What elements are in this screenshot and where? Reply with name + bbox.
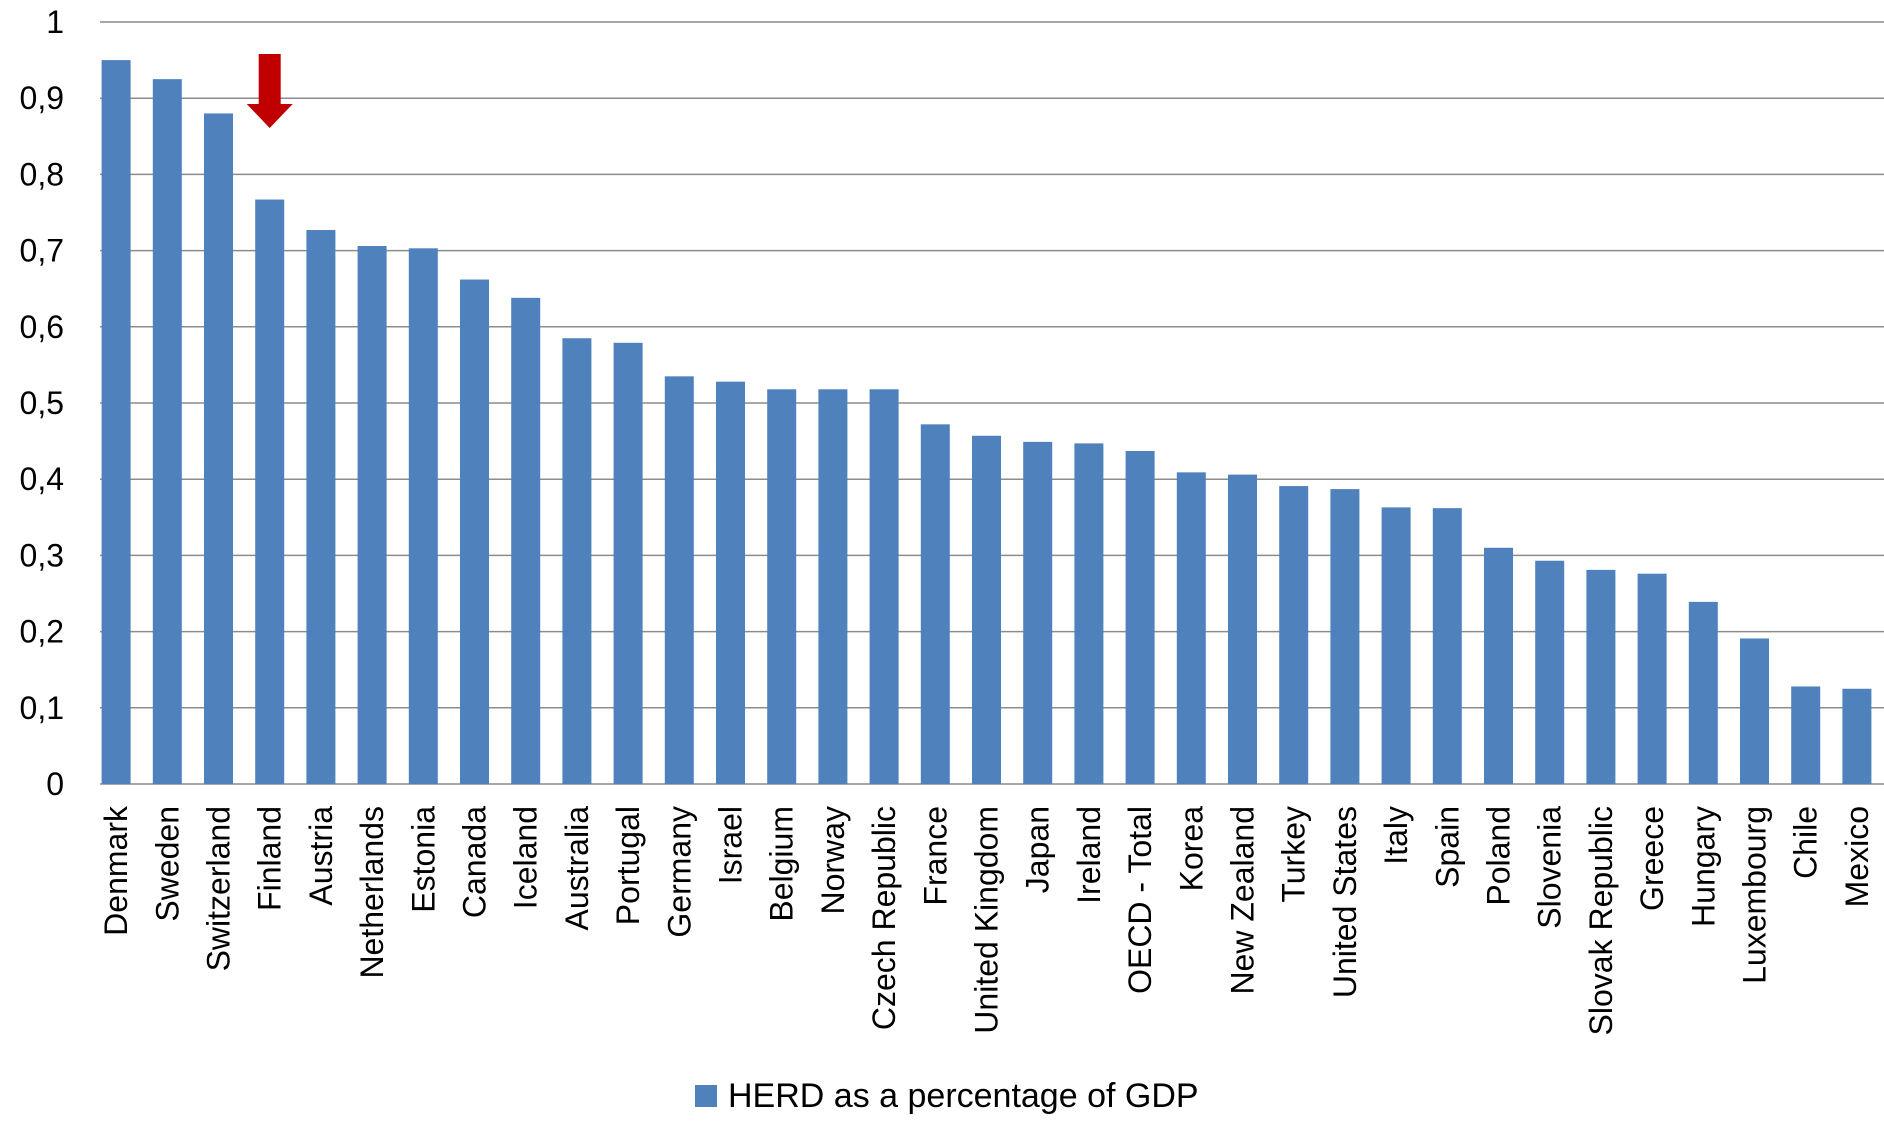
bar: [1791, 686, 1821, 784]
x-category-label: United States: [1327, 806, 1363, 998]
x-category-label: OECD - Total: [1122, 806, 1158, 994]
y-tick-label: 0,9: [20, 80, 64, 116]
bar: [613, 342, 643, 784]
bar: [204, 113, 233, 784]
x-category-label: Norway: [815, 806, 851, 914]
x-category-label: Czech Republic: [866, 806, 902, 1030]
bar: [255, 199, 285, 784]
x-category-label: Poland: [1481, 806, 1517, 906]
bar: [1484, 547, 1513, 784]
x-category-label: Netherlands: [354, 806, 390, 979]
bar: [1842, 688, 1872, 784]
x-category-label: Italy: [1378, 806, 1414, 865]
bar: [1125, 451, 1155, 784]
x-category-label: Greece: [1634, 806, 1670, 911]
bar: [972, 435, 1001, 784]
bar: [1586, 569, 1616, 784]
bar: [562, 338, 592, 784]
x-category-label: United Kingdom: [969, 806, 1005, 1034]
bar: [152, 79, 182, 784]
bar: [511, 297, 541, 784]
bar: [408, 248, 438, 785]
bar: [869, 389, 899, 784]
x-category-label: Australia: [559, 806, 595, 931]
bar: [306, 230, 336, 784]
x-category-label: Korea: [1173, 806, 1209, 892]
x-category-label: Turkey: [1276, 806, 1312, 903]
bar: [1074, 443, 1104, 784]
x-category-label: Chile: [1788, 806, 1824, 879]
bar: [1740, 638, 1769, 784]
x-category-label: Luxembourg: [1737, 806, 1773, 984]
y-tick-label: 0,4: [20, 461, 64, 497]
legend: HERD as a percentage of GDP: [695, 1077, 1199, 1115]
x-category-label: France: [917, 806, 953, 906]
x-category-label: Switzerland: [201, 806, 237, 971]
bar: [1023, 441, 1053, 784]
y-tick-label: 0,8: [20, 156, 64, 192]
x-category-label: Finland: [252, 806, 288, 911]
bar: [1228, 474, 1257, 784]
arrow-down-icon: [246, 54, 293, 128]
y-tick-label: 0,2: [20, 614, 64, 650]
y-tick-label: 1: [46, 4, 64, 40]
annotations: [246, 54, 293, 128]
y-tick-label: 0,3: [20, 537, 64, 573]
x-category-label: Ireland: [1071, 806, 1107, 904]
x-category-label: Israel: [713, 806, 749, 884]
bar: [767, 389, 797, 784]
bar: [1637, 573, 1667, 784]
bar: [1688, 601, 1718, 784]
x-category-label: Portugal: [610, 806, 646, 925]
legend-label: HERD as a percentage of GDP: [728, 1077, 1199, 1115]
y-tick-label: 0,1: [20, 690, 64, 726]
x-category-label: Japan: [1020, 806, 1056, 893]
y-tick-label: 0,6: [20, 309, 64, 345]
x-category-label: Slovenia: [1532, 806, 1568, 929]
x-category-label: Denmark: [98, 805, 134, 936]
bar: [1432, 508, 1462, 784]
bars: [101, 60, 1872, 785]
legend-swatch: [695, 1085, 717, 1107]
y-tick-label: 0: [46, 766, 64, 802]
x-category-label: Iceland: [508, 806, 544, 909]
y-tick-label: 0,7: [20, 233, 64, 269]
y-tick-label: 0,5: [20, 385, 64, 421]
x-category-label: Belgium: [764, 806, 800, 922]
x-category-label: Hungary: [1685, 806, 1721, 927]
x-category-label: Austria: [303, 806, 339, 906]
x-axis-category-labels: Denmark Sweden Switzerland Finland Austria Ne…: [98, 805, 1875, 1035]
bar: [716, 381, 745, 784]
x-category-label: Mexico: [1839, 806, 1875, 907]
x-category-label: Germany: [661, 806, 697, 938]
bar: [1176, 472, 1206, 784]
x-category-label: Canada: [457, 806, 493, 918]
bar: [357, 246, 387, 784]
bar: [1330, 489, 1360, 784]
bar: [818, 389, 848, 784]
x-category-label: Spain: [1429, 806, 1465, 888]
bar: [1381, 507, 1411, 784]
x-category-label: Sweden: [149, 806, 185, 922]
bar: [101, 60, 131, 785]
bar: [664, 376, 694, 784]
bar: [460, 279, 489, 784]
x-category-label: Slovak Republic: [1583, 806, 1619, 1035]
x-category-label: Estonia: [405, 806, 441, 913]
bar: [1279, 486, 1309, 784]
x-category-label: New Zealand: [1225, 806, 1261, 995]
bar: [920, 424, 950, 784]
bar: [1535, 560, 1565, 784]
y-axis-tick-labels: 0 0,1 0,2 0,3 0,4 0,5 0,6 0,7 0,8 0,9 1: [20, 4, 64, 802]
